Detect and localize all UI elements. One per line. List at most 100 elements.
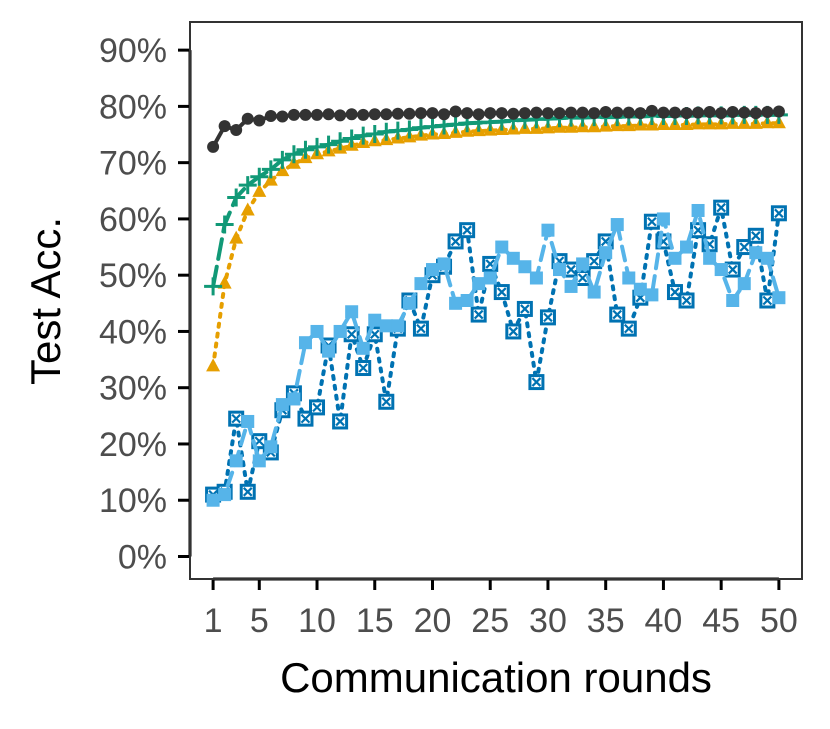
data-point-blue-boxed-x (459, 222, 476, 239)
marker-cross (496, 287, 507, 297)
data-point-black-circles (668, 106, 681, 119)
data-point-green-crosses (354, 126, 373, 145)
data-point-orange-triangles (263, 172, 278, 186)
data-point-light-blue-squares (656, 212, 670, 226)
y-tick-label: 60% (99, 201, 167, 239)
data-point-blue-boxed-x (643, 213, 660, 230)
data-point-orange-triangles (275, 163, 290, 177)
data-point-light-blue-squares (668, 251, 682, 265)
data-point-green-crosses (342, 129, 361, 148)
marker-cross (242, 487, 253, 497)
data-point-light-blue-squares (287, 392, 301, 406)
marker-cross (381, 396, 392, 407)
marker-cross (543, 312, 553, 323)
data-point-light-blue-squares (379, 319, 393, 333)
data-point-light-blue-squares (714, 263, 728, 277)
x-axis-title: Communication rounds (280, 654, 712, 701)
data-point-blue-boxed-x (309, 399, 326, 416)
data-point-black-circles (311, 108, 324, 121)
data-point-black-circles (276, 110, 289, 123)
data-point-green-crosses (296, 140, 315, 159)
plot-frame (189, 21, 803, 580)
data-point-blue-boxed-x (378, 393, 395, 410)
data-point-light-blue-squares (356, 341, 370, 355)
data-point-black-circles (738, 106, 751, 119)
data-point-light-blue-squares (402, 296, 416, 310)
data-point-light-blue-squares (264, 440, 278, 454)
x-tick-label: 5 (250, 602, 269, 640)
y-tick-label: 0% (118, 538, 167, 576)
marker-cross (520, 304, 530, 314)
data-point-blue-boxed-x (724, 261, 741, 278)
x-tick-label: 45 (702, 602, 740, 640)
marker-cross (612, 309, 623, 320)
data-point-blue-boxed-x (586, 253, 603, 270)
data-point-light-blue-squares (587, 285, 601, 299)
data-point-black-circles (253, 114, 266, 127)
data-point-light-blue-squares (749, 246, 763, 260)
data-point-blue-boxed-x (516, 300, 533, 317)
data-point-black-circles (541, 107, 554, 120)
data-point-light-blue-squares (229, 454, 243, 468)
data-point-black-circles (414, 107, 427, 120)
data-point-black-circles (391, 107, 404, 120)
data-point-light-blue-squares (564, 279, 578, 293)
data-point-blue-boxed-x (447, 233, 464, 250)
marker-cross (231, 413, 241, 424)
marker-cross (462, 225, 472, 235)
data-point-black-circles (334, 109, 347, 122)
data-point-black-circles (472, 108, 485, 121)
data-point-light-blue-squares (495, 240, 509, 254)
y-tick-label: 90% (99, 32, 167, 70)
data-point-black-circles (703, 106, 716, 119)
data-point-light-blue-squares (691, 203, 705, 217)
data-point-black-circles (622, 106, 635, 119)
data-point-black-circles (715, 107, 728, 120)
y-axis: 0% 10% 20% 30% 40% 50% 60% 70% 80% 90% (99, 32, 192, 576)
x-tick-label: 1 (204, 602, 223, 640)
data-point-green-crosses (238, 176, 257, 195)
data-point-black-circles (553, 107, 566, 120)
data-point-black-circles (484, 107, 497, 120)
data-point-light-blue-squares (333, 324, 347, 338)
data-point-green-crosses (284, 145, 303, 164)
y-tick-label: 80% (99, 88, 167, 126)
data-point-green-crosses (400, 120, 419, 139)
marker-cross (566, 264, 576, 275)
data-point-orange-triangles (252, 183, 267, 197)
data-point-light-blue-squares (414, 277, 428, 291)
data-point-light-blue-squares (529, 271, 543, 285)
x-tick-label: 30 (529, 602, 567, 640)
x-tick-label: 40 (645, 602, 683, 640)
data-point-black-circles (264, 109, 277, 122)
data-point-black-circles (241, 112, 254, 125)
marker-cross (335, 416, 345, 427)
data-point-black-circles (299, 108, 312, 121)
marker-cross (751, 231, 761, 241)
data-point-blue-boxed-x (528, 374, 545, 391)
data-point-light-blue-squares (553, 263, 567, 277)
marker-cross (312, 402, 322, 413)
data-point-blue-boxed-x (770, 205, 787, 222)
data-point-light-blue-squares (726, 294, 740, 307)
marker-cross (508, 326, 519, 337)
data-point-light-blue-squares (460, 294, 474, 307)
data-point-light-blue-squares (599, 246, 613, 260)
data-point-blue-boxed-x (228, 410, 245, 427)
data-point-black-circles (657, 106, 670, 119)
data-point-blue-boxed-x (470, 306, 487, 323)
data-point-black-circles (218, 120, 231, 133)
data-point-light-blue-squares (622, 271, 636, 285)
data-point-black-circles (287, 108, 300, 121)
data-point-black-circles (207, 140, 220, 153)
data-point-black-circles (426, 107, 439, 120)
data-point-black-circles (368, 108, 381, 121)
data-point-blue-boxed-x (332, 413, 349, 430)
marker-cross (739, 242, 750, 252)
data-point-light-blue-squares (703, 251, 717, 265)
data-point-light-blue-squares (737, 277, 751, 291)
y-tick-label: 20% (99, 426, 167, 464)
data-point-blue-boxed-x (620, 320, 637, 337)
data-point-black-circles (438, 108, 451, 121)
